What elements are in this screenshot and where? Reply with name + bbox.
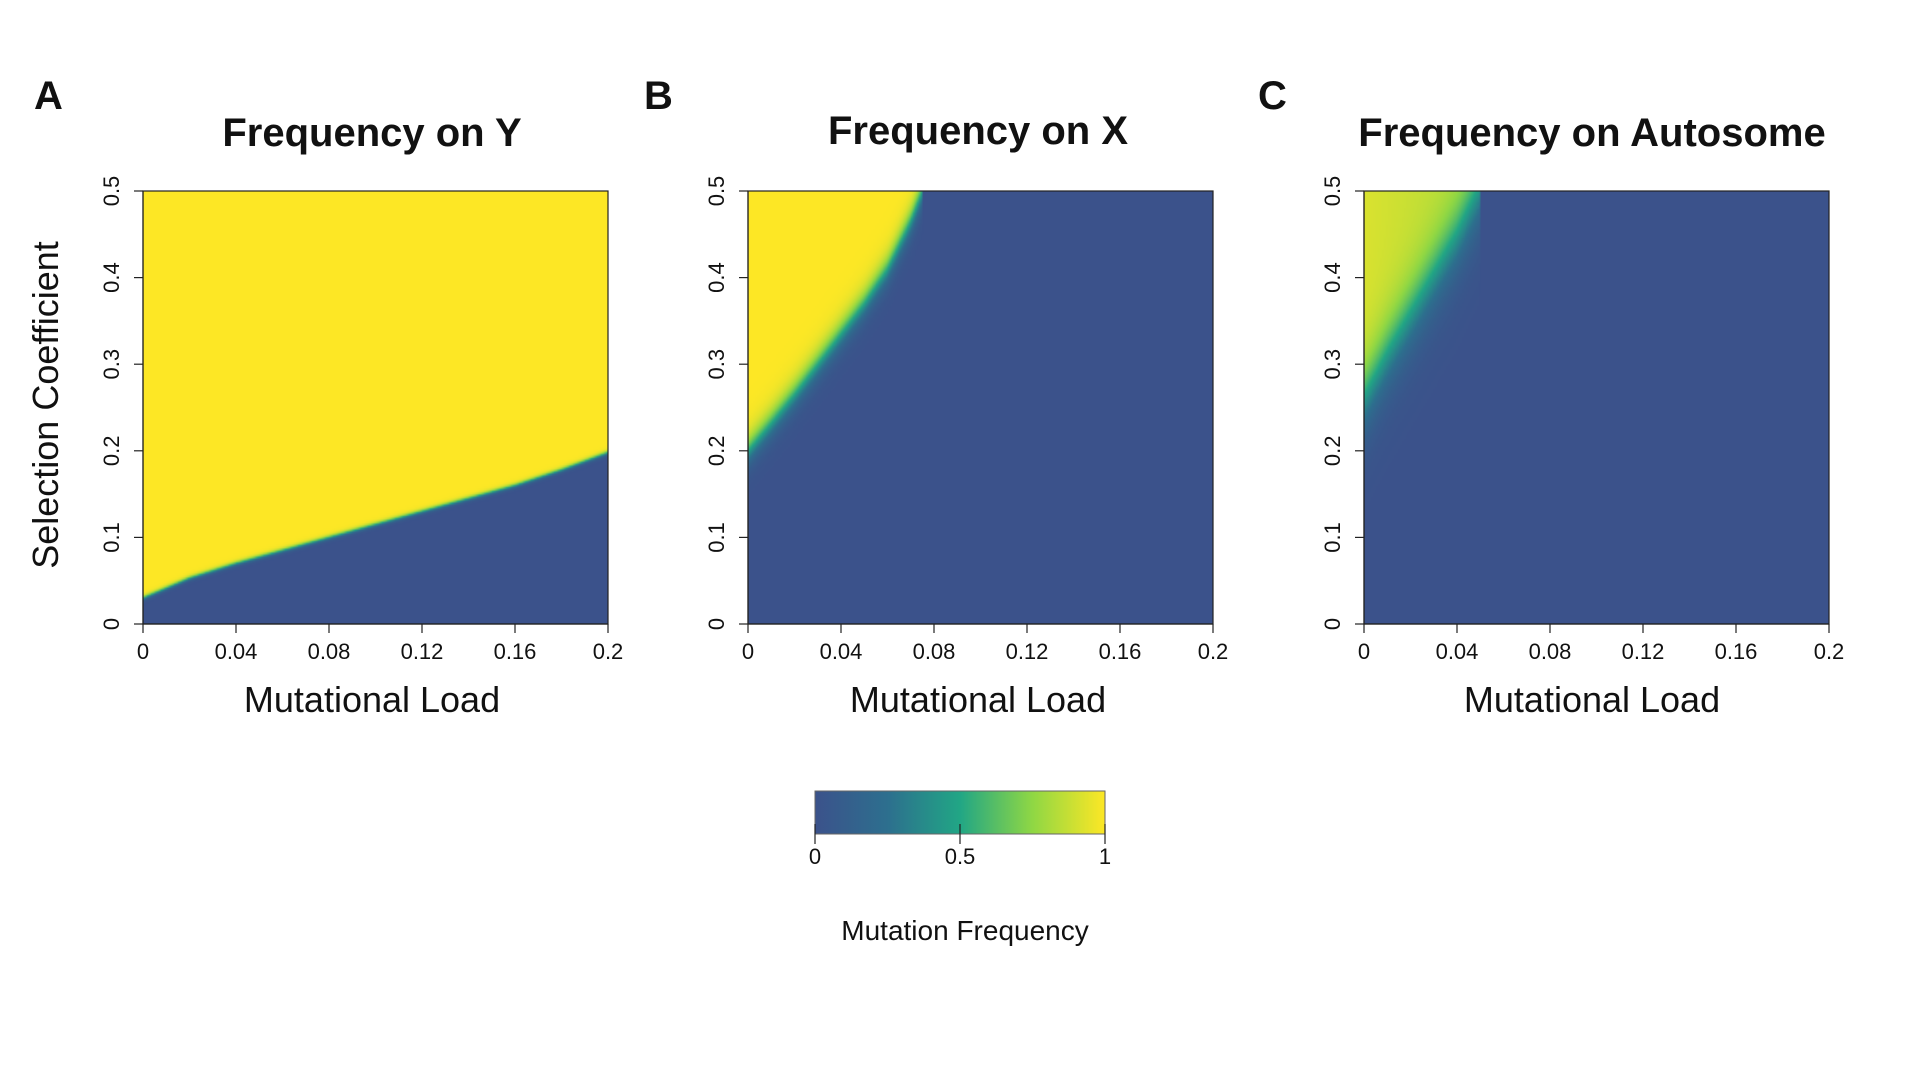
x-tick-label: 0.12 (1622, 639, 1665, 664)
x-tick-label: 0 (137, 639, 149, 664)
heatmap-b (748, 191, 1213, 624)
y-tick-label: 0.5 (99, 176, 124, 207)
y-tick-label: 0.2 (1320, 436, 1345, 467)
colorbar: 0 0.5 1 Mutation Frequency (809, 790, 1111, 946)
y-tick-label: 0 (704, 618, 729, 630)
y-axis-label-a: Selection Coefficient (25, 241, 66, 569)
x-tick-label: 0.2 (1198, 639, 1229, 664)
y-tick-label: 0.2 (99, 436, 124, 467)
x-tick-label: 0.12 (401, 639, 444, 664)
heatmap-a (143, 191, 608, 624)
x-axis-c: 0 0.04 0.08 0.12 0.16 0.2 (1358, 623, 1845, 664)
y-tick-label: 0.5 (704, 176, 729, 207)
y-axis-c: 0 0.1 0.2 0.3 0.4 0.5 (1320, 176, 1365, 630)
x-tick-label: 0.04 (820, 639, 863, 664)
x-tick-label: 0.08 (1529, 639, 1572, 664)
x-axis-a: 0 0.04 0.08 0.12 0.16 0.2 (137, 623, 624, 664)
x-tick-label: 0.08 (308, 639, 351, 664)
x-tick-label: 0.2 (593, 639, 624, 664)
x-tick-label: 0 (1358, 639, 1370, 664)
colorbar-tick-label: 1 (1099, 844, 1111, 869)
colorbar-label: Mutation Frequency (841, 915, 1088, 946)
y-tick-label: 0.2 (704, 436, 729, 467)
x-tick-label: 0 (742, 639, 754, 664)
y-tick-label: 0.1 (99, 522, 124, 553)
panel-title-b: Frequency on X (828, 109, 1128, 153)
panel-letter-c: C (1258, 74, 1287, 118)
x-tick-label: 0.16 (1099, 639, 1142, 664)
y-tick-label: 0.4 (99, 262, 124, 293)
y-tick-label: 0 (99, 618, 124, 630)
x-tick-label: 0.2 (1814, 639, 1845, 664)
panel-b: B Frequency on X 0 0.04 0.08 0.12 0.16 0.2 00… (644, 74, 1228, 720)
panel-title-c: Frequency on Autosome (1358, 111, 1825, 155)
panel-a: A Frequency on Y 0 0.04 0.08 0.12 0.16 0.2 00… (25, 74, 623, 720)
y-tick-label: 0.4 (1320, 262, 1345, 293)
y-tick-label: 0.3 (1320, 349, 1345, 380)
colorbar-tick-label: 0 (809, 844, 821, 869)
x-tick-label: 0.16 (1715, 639, 1758, 664)
x-tick-label: 0.16 (494, 639, 537, 664)
y-tick-label: 0.5 (1320, 176, 1345, 207)
colorbar-ticks: 0 0.5 1 (809, 824, 1111, 869)
heatmap-c (1364, 191, 1829, 624)
x-axis-label-b: Mutational Load (850, 679, 1106, 720)
panel-letter-b: B (644, 74, 673, 118)
y-tick-label: 0.3 (99, 349, 124, 380)
x-axis-label-c: Mutational Load (1464, 679, 1720, 720)
x-axis-label-a: Mutational Load (244, 679, 500, 720)
y-tick-label: 0.1 (704, 522, 729, 553)
x-tick-label: 0.04 (1436, 639, 1479, 664)
panel-c: C Frequency on Autosome 0 0.04 0.08 0.12 0.1… (1258, 74, 1844, 720)
y-tick-label: 0.3 (704, 349, 729, 380)
x-tick-label: 0.08 (913, 639, 956, 664)
x-tick-label: 0.12 (1006, 639, 1049, 664)
panel-title-a: Frequency on Y (222, 111, 522, 155)
y-tick-label: 0 (1320, 618, 1345, 630)
y-tick-label: 0.4 (704, 262, 729, 293)
y-axis-a: 0 0.1 0.2 0.3 0.4 0.5 (99, 176, 144, 630)
colorbar-tick-label: 0.5 (945, 844, 976, 869)
y-axis-b: 0 0.1 0.2 0.3 0.4 0.5 (704, 176, 749, 630)
y-tick-label: 0.1 (1320, 522, 1345, 553)
x-axis-b: 0 0.04 0.08 0.12 0.16 0.2 (742, 623, 1229, 664)
panel-letter-a: A (34, 74, 63, 118)
x-tick-label: 0.04 (215, 639, 258, 664)
